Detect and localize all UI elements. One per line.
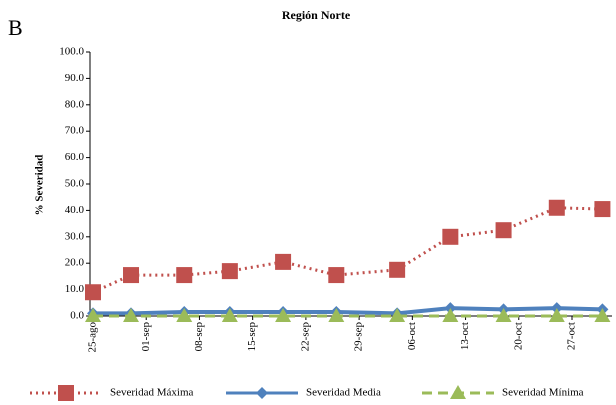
y-tick-label: 70.0 bbox=[65, 125, 85, 137]
data-point bbox=[328, 308, 345, 322]
x-tick-label: 08-sep bbox=[193, 322, 205, 352]
legend-marker bbox=[256, 387, 268, 399]
data-point bbox=[176, 308, 193, 322]
panel-label: B bbox=[8, 15, 23, 40]
data-point bbox=[275, 308, 292, 322]
data-point bbox=[123, 267, 140, 284]
data-point bbox=[548, 308, 565, 322]
x-tick-label: 27-oct bbox=[566, 322, 578, 350]
legend-marker bbox=[58, 385, 74, 401]
series-line bbox=[92, 206, 603, 294]
chart-title: Región Norte bbox=[282, 8, 351, 22]
data-point bbox=[495, 222, 512, 239]
data-point bbox=[221, 308, 238, 322]
data-point bbox=[594, 201, 611, 218]
legend-label: Severidad Máxima bbox=[110, 387, 194, 399]
x-tick-label: 15-sep bbox=[246, 322, 258, 352]
data-point bbox=[594, 308, 611, 322]
data-point bbox=[389, 308, 406, 322]
x-tick-label: 25-ago bbox=[87, 322, 99, 353]
x-tick-label: 29-sep bbox=[353, 322, 365, 352]
data-point bbox=[442, 228, 459, 245]
x-tick-label: 06-oct bbox=[406, 322, 418, 350]
y-axis-label: % Severidad bbox=[34, 155, 46, 216]
series-line bbox=[93, 306, 603, 316]
y-tick-label: 40.0 bbox=[65, 204, 85, 216]
data-point bbox=[275, 253, 292, 270]
legend-marker bbox=[450, 385, 466, 399]
x-tick-label: 20-oct bbox=[512, 322, 524, 350]
y-tick-label: 60.0 bbox=[65, 151, 85, 163]
y-tick-label: 20.0 bbox=[65, 257, 85, 269]
legend-label: Severidad Mínima bbox=[502, 387, 584, 399]
data-point bbox=[442, 308, 459, 322]
data-point bbox=[176, 267, 193, 284]
x-tick-label: 13-oct bbox=[459, 322, 471, 350]
data-point bbox=[221, 263, 238, 280]
data-point bbox=[85, 308, 101, 322]
y-tick-label: 10.0 bbox=[65, 283, 85, 295]
x-tick-label: 22-sep bbox=[299, 322, 311, 352]
x-tick-label: 01-sep bbox=[140, 322, 152, 352]
data-point bbox=[85, 284, 101, 301]
y-tick-label: 50.0 bbox=[65, 178, 85, 190]
data-point bbox=[389, 261, 406, 278]
y-tick-label: 80.0 bbox=[65, 98, 85, 110]
data-point bbox=[328, 267, 345, 284]
data-point bbox=[495, 308, 512, 322]
y-tick-label: 30.0 bbox=[65, 230, 85, 242]
y-tick-label: 0.0 bbox=[70, 310, 84, 322]
y-tick-label: 90.0 bbox=[65, 72, 85, 84]
data-point bbox=[123, 308, 140, 322]
legend-label: Severidad Media bbox=[306, 387, 381, 399]
y-tick-label: 100.0 bbox=[59, 46, 84, 58]
data-point bbox=[548, 199, 565, 216]
